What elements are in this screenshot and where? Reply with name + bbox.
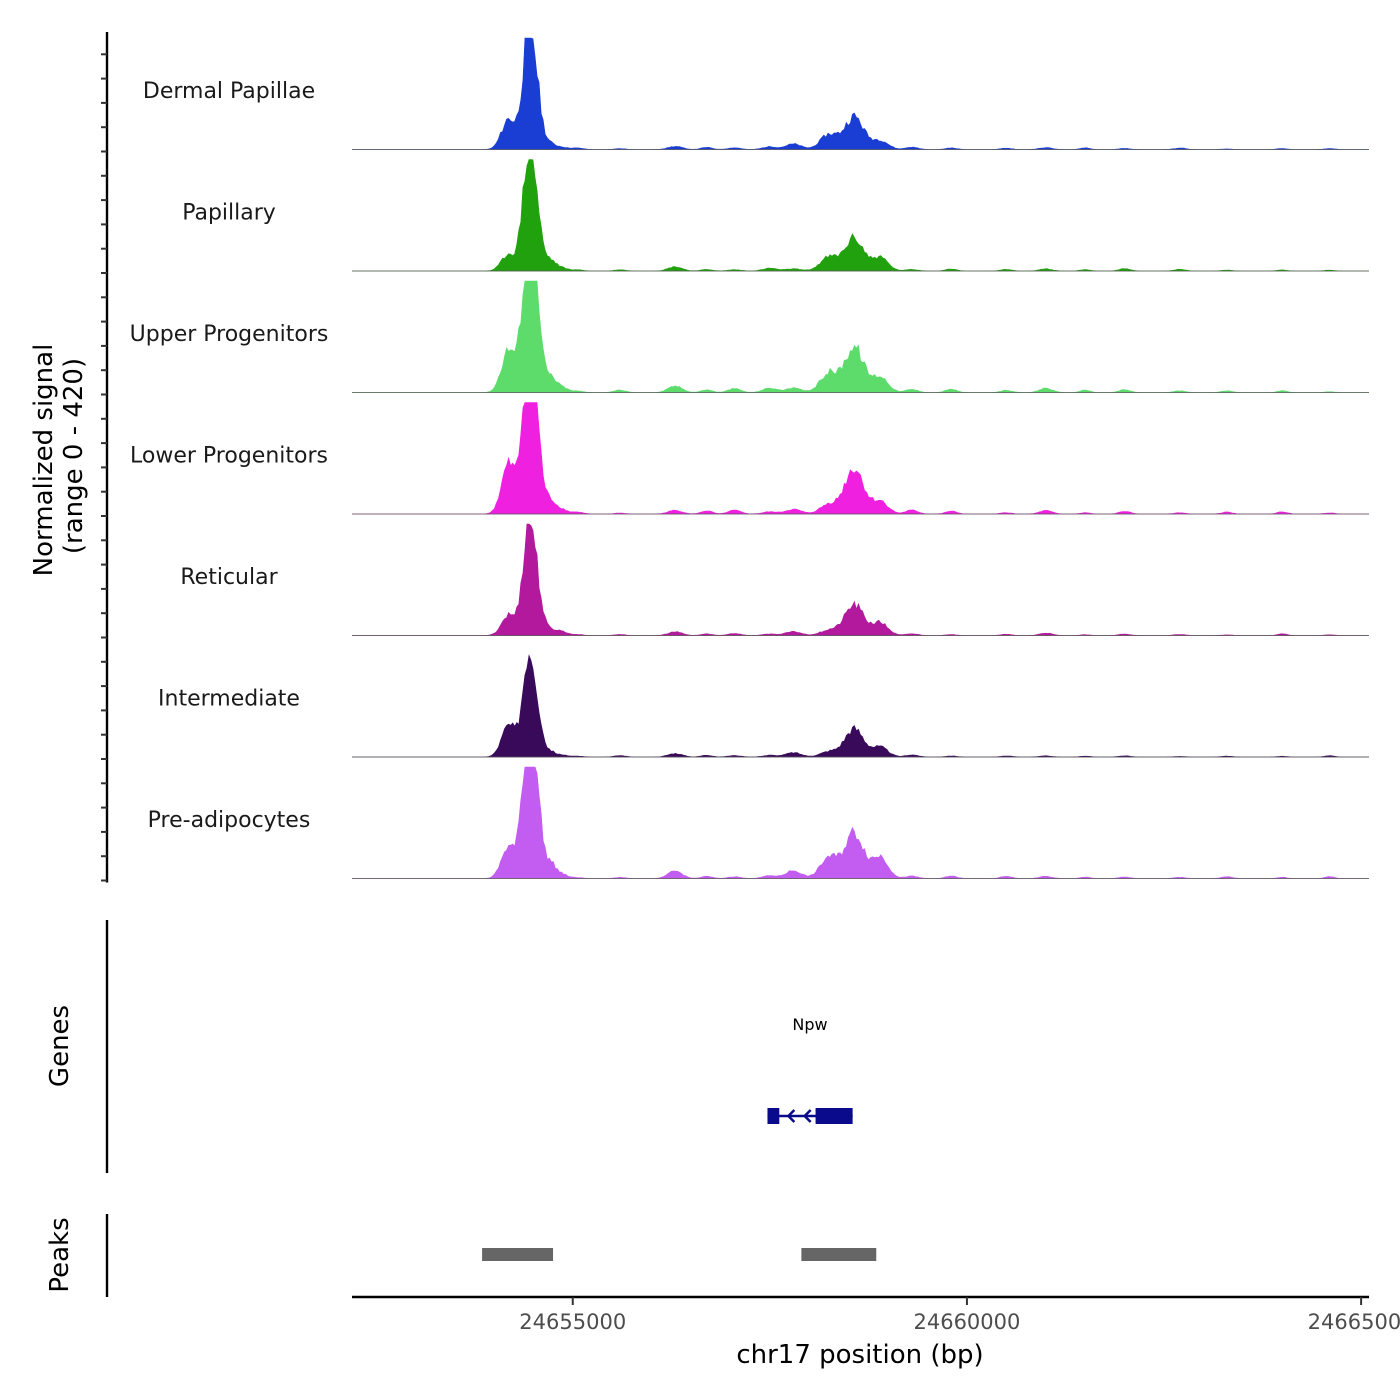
genes-panel: Genes Npw bbox=[45, 920, 853, 1173]
x-tick-label: 24655000 bbox=[519, 1310, 626, 1334]
x-tick-label: 24665000 bbox=[1308, 1310, 1400, 1334]
track-label: Pre-adipocytes bbox=[148, 808, 311, 833]
gene-name-label: Npw bbox=[792, 1015, 827, 1034]
gene-exon bbox=[815, 1108, 853, 1124]
track-label: Upper Progenitors bbox=[130, 322, 329, 347]
peaks-track-title: Peaks bbox=[45, 1217, 75, 1292]
signal-area bbox=[352, 37, 1369, 150]
gene-npw: Npw bbox=[767, 1015, 853, 1124]
track-intermediate: Intermediate bbox=[158, 654, 1369, 758]
gene-models: Npw bbox=[767, 1015, 853, 1124]
peak-regions bbox=[482, 1248, 877, 1261]
signal-area bbox=[352, 280, 1369, 393]
y-axis-title-range: (range 0 - 420) bbox=[59, 358, 89, 554]
track-label: Papillary bbox=[182, 201, 276, 226]
coverage-tracks: Dermal Papillae Papillary Upper Progenitor… bbox=[130, 37, 1369, 879]
coverage-y-axis bbox=[101, 32, 109, 883]
strand-arrow bbox=[786, 1109, 796, 1123]
track-label: Dermal Papillae bbox=[143, 79, 315, 104]
signal-area bbox=[352, 523, 1369, 636]
signal-area bbox=[352, 654, 1369, 758]
peak-region bbox=[482, 1248, 554, 1261]
y-axis-title: Normalized signal bbox=[29, 344, 59, 577]
signal-area bbox=[352, 766, 1369, 879]
track-papillary: Papillary bbox=[182, 159, 1369, 272]
signal-area bbox=[352, 402, 1369, 515]
signal-area bbox=[352, 159, 1369, 272]
x-axis: 24655000 24660000 24665000 chr17 position … bbox=[352, 1295, 1400, 1370]
peaks-panel: Peaks bbox=[45, 1214, 877, 1297]
track-reticular: Reticular bbox=[180, 523, 1369, 636]
track-label: Reticular bbox=[180, 565, 278, 590]
strand-arrow bbox=[802, 1109, 812, 1123]
track-dermal-papillae: Dermal Papillae bbox=[143, 37, 1369, 150]
track-label: Intermediate bbox=[158, 687, 300, 712]
track-label: Lower Progenitors bbox=[130, 444, 328, 469]
gene-exon bbox=[767, 1108, 780, 1124]
x-tick-label: 24660000 bbox=[913, 1310, 1020, 1334]
peak-region bbox=[801, 1248, 877, 1261]
track-lower-progenitors: Lower Progenitors bbox=[130, 402, 1369, 515]
x-axis-title: chr17 position (bp) bbox=[736, 1340, 983, 1370]
track-pre-adipocytes: Pre-adipocytes bbox=[148, 766, 1369, 879]
track-upper-progenitors: Upper Progenitors bbox=[130, 280, 1369, 393]
x-axis-ticks: 24655000 24660000 24665000 bbox=[519, 1297, 1400, 1334]
genes-track-title: Genes bbox=[45, 1005, 75, 1087]
